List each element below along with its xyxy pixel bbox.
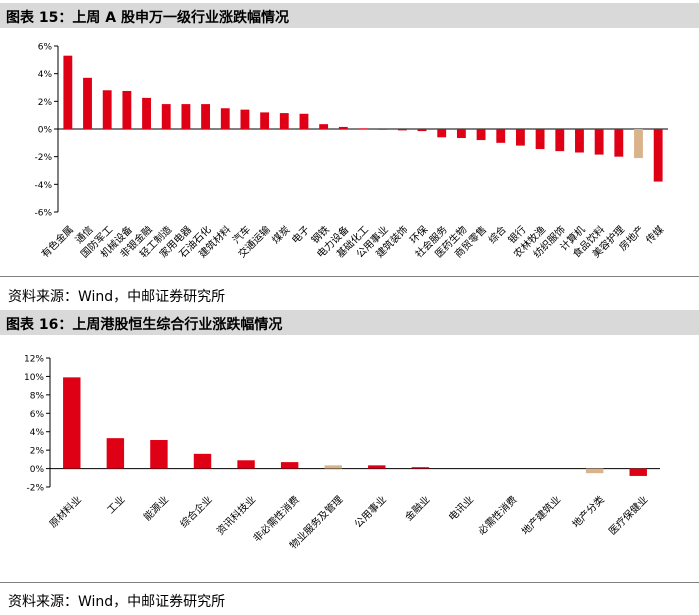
chart-16-x-tick-label: 电讯业 [446, 493, 476, 523]
chart-15-bar [63, 55, 73, 129]
chart-15-a-share-industry: 6%4%2%0%-2%-4%-6%有色金属通信国防军工机械设备非银金融轻工制造家… [34, 43, 668, 260]
chart-15-y-tick-label: 6% [38, 43, 53, 53]
chart-15-bar [299, 113, 309, 129]
figure-16-header-bar: 图表 16：上周港股恒生综合行业涨跌幅情况 [0, 310, 699, 335]
chart-15-x-tick-label: 传媒 [644, 224, 667, 247]
chart-15-bar [594, 129, 604, 155]
chart-16-y-tick-label: 12% [24, 355, 44, 365]
chart-16-bar [411, 467, 430, 469]
chart-15-bar [614, 129, 624, 157]
chart-16-bar [368, 465, 386, 469]
chart-16-y-tick-label: 6% [30, 410, 45, 420]
chart-15-y-tick-label: -2% [34, 153, 52, 163]
chart-16-x-tick-label: 公用事业 [351, 493, 388, 530]
chart-15-bar [358, 128, 368, 130]
chart-16-bar [280, 462, 299, 469]
chart-15-y-tick-label: -4% [34, 181, 52, 191]
chart-16-y-tick-label: 8% [30, 391, 45, 401]
chart-16-x-tick-label: 必需性消费 [475, 493, 520, 538]
chart-16-bar [150, 440, 168, 469]
chart-15-bar [279, 113, 289, 129]
chart-15-bar [535, 129, 545, 150]
chart-15-x-tick-label: 煤炭 [269, 223, 292, 246]
chart-16-x-tick-label: 金融业 [402, 493, 432, 523]
figure-15-source: 资料来源：Wind，中邮证券研究所 [8, 289, 226, 305]
chart-15-y-tick-label: -6% [34, 209, 52, 219]
chart-16-y-tick-label: 4% [30, 428, 45, 438]
figure-15-title: 图表 15：上周 A 股申万一级行业涨跌幅情况 [6, 10, 289, 26]
chart-15-bar [378, 129, 388, 130]
chart-16-y-tick-label: 0% [30, 465, 45, 475]
chart-16-x-tick-label: 资讯科技业 [214, 493, 259, 538]
chart-15-bar [319, 124, 329, 129]
chart-16-bar [63, 377, 81, 469]
chart-16-bar [324, 465, 342, 469]
chart-15-bar [575, 129, 584, 153]
chart-15-bar [515, 129, 525, 146]
figure-16-divider [0, 582, 699, 583]
chart-15-bar [338, 126, 348, 129]
chart-16-y-tick-label: 2% [30, 447, 45, 457]
chart-15-bar [142, 97, 151, 129]
figure-16-title: 图表 16：上周港股恒生综合行业涨跌幅情况 [6, 317, 283, 333]
chart-16-x-tick-label: 医疗保健业 [606, 493, 651, 538]
chart-15-y-tick-label: 4% [38, 70, 53, 80]
chart-16-x-tick-label: 地产建筑业 [519, 493, 564, 538]
chart-15-bar [102, 90, 112, 129]
chart-16-x-tick-label: 地产分类 [569, 493, 606, 530]
chart-15-y-tick-label: 0% [38, 126, 53, 136]
chart-15-bar [220, 108, 230, 129]
chart-16-bar [585, 468, 604, 474]
chart-15-bar [555, 129, 565, 152]
chart-15-bar [496, 129, 506, 143]
chart-16-y-tick-label: -2% [26, 484, 44, 494]
chart-15-x-tick-label: 有色金属 [38, 223, 75, 260]
chart-15-bar [417, 129, 427, 132]
chart-15-bar [122, 90, 132, 129]
chart-15-bar [83, 77, 92, 129]
figure-16-source: 资料来源：Wind，中邮证券研究所 [8, 594, 226, 610]
chart-16-bar [237, 460, 255, 469]
chart-16-hk-industry: 12%10%8%6%4%2%0%-2%原材料业 工业 能源业 综合企业 资讯科技业非必需… [24, 355, 660, 552]
chart-16-bar [629, 468, 647, 476]
chart-15-bar [437, 129, 447, 138]
chart-15-bar [201, 104, 211, 129]
chart-16-bar [193, 453, 212, 469]
chart-15-bar [476, 129, 486, 141]
chart-15-bar [260, 112, 270, 129]
chart-16-bar [106, 438, 125, 469]
chart-16-x-tick-label: 综合企业 [177, 493, 214, 530]
chart-16-x-tick-label: 原材料业 [46, 493, 83, 530]
chart-15-bar [240, 109, 250, 129]
chart-15-bar [456, 129, 466, 138]
figure-15-divider [0, 276, 699, 277]
chart-16-y-tick-label: 10% [24, 373, 44, 383]
chart-15-bar [161, 104, 171, 129]
chart-15-x-tick-label: 电子 [289, 223, 312, 246]
chart-15-bar [634, 129, 643, 159]
figure-15-header-bar: 图表 15：上周 A 股申万一级行业涨跌幅情况 [0, 3, 699, 28]
chart-15-bar [397, 129, 407, 131]
chart-16-x-tick-label: 工业 [105, 494, 128, 517]
chart-15-y-tick-label: 2% [38, 98, 53, 108]
chart-16-x-tick-label: 能源业 [141, 493, 171, 523]
chart-15-x-tick-label: 综合 [486, 223, 509, 246]
chart-15-bar [653, 129, 663, 182]
chart-15-bar [181, 104, 191, 129]
